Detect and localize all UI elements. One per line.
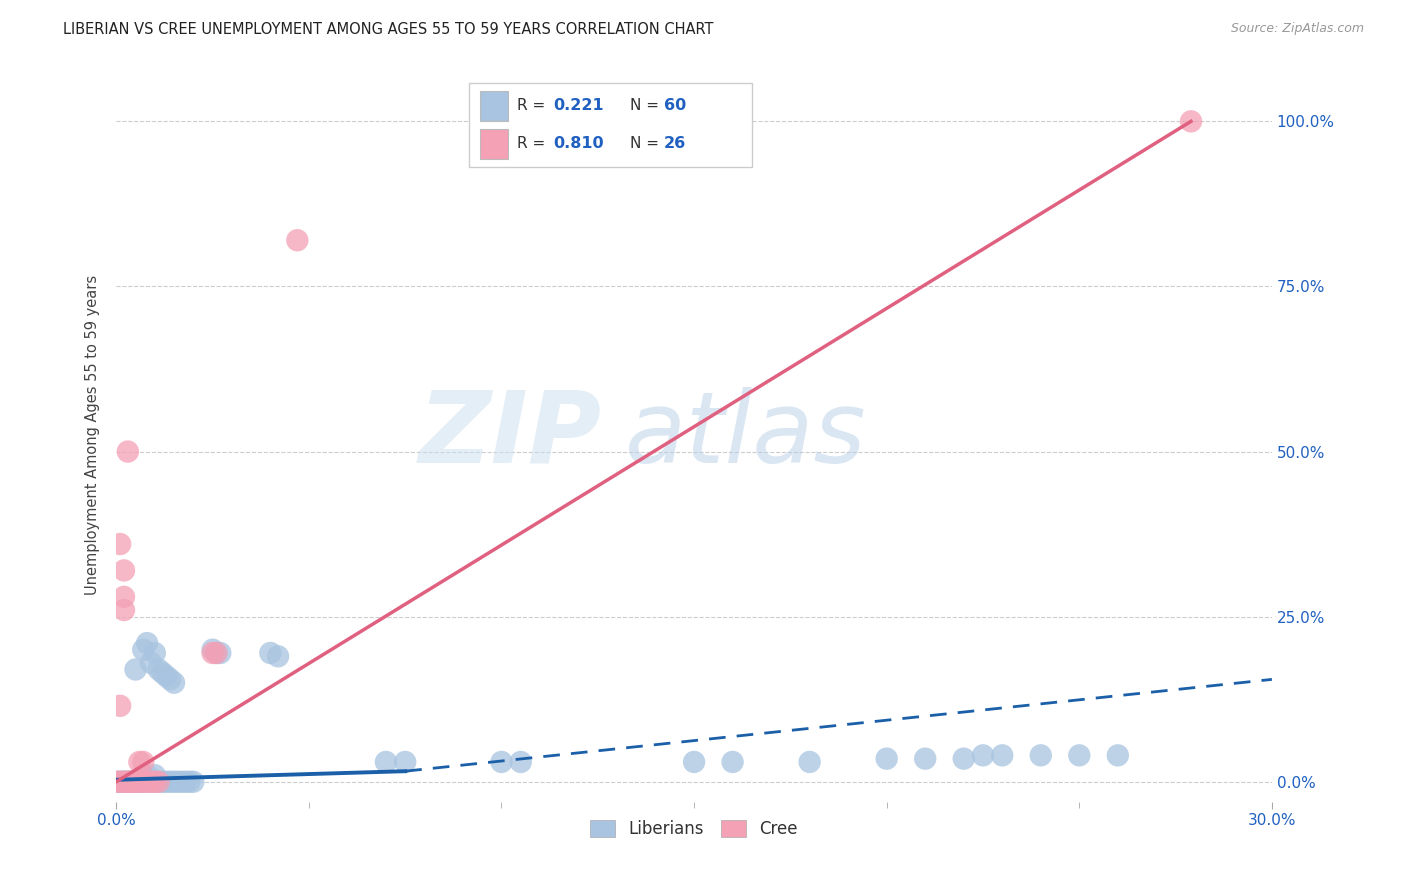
Y-axis label: Unemployment Among Ages 55 to 59 years: Unemployment Among Ages 55 to 59 years bbox=[86, 275, 100, 595]
Point bbox=[163, 774, 186, 789]
Point bbox=[108, 774, 131, 789]
Point bbox=[374, 755, 396, 769]
Point bbox=[179, 774, 201, 789]
Point bbox=[1069, 748, 1091, 763]
Point bbox=[143, 774, 166, 789]
Point bbox=[148, 774, 170, 789]
Point bbox=[152, 665, 174, 680]
Point bbox=[267, 649, 290, 664]
Point bbox=[155, 774, 177, 789]
Point bbox=[201, 646, 224, 660]
Text: LIBERIAN VS CREE UNEMPLOYMENT AMONG AGES 55 TO 59 YEARS CORRELATION CHART: LIBERIAN VS CREE UNEMPLOYMENT AMONG AGES… bbox=[63, 22, 714, 37]
Point bbox=[159, 774, 181, 789]
Point bbox=[128, 774, 150, 789]
Point bbox=[117, 774, 139, 789]
Point bbox=[128, 774, 150, 789]
Point bbox=[112, 603, 135, 617]
Point bbox=[132, 642, 155, 657]
Point bbox=[136, 768, 159, 782]
Point bbox=[155, 669, 177, 683]
Point bbox=[124, 774, 146, 789]
Point bbox=[152, 774, 174, 789]
Point bbox=[124, 774, 146, 789]
Point bbox=[139, 656, 162, 670]
Point bbox=[170, 774, 193, 789]
Point bbox=[491, 755, 513, 769]
Point bbox=[108, 537, 131, 551]
Point bbox=[259, 646, 281, 660]
Point bbox=[876, 752, 898, 766]
Point bbox=[1107, 748, 1129, 763]
Point bbox=[205, 646, 228, 660]
Point bbox=[163, 675, 186, 690]
Point bbox=[121, 774, 143, 789]
Point bbox=[139, 774, 162, 789]
Point bbox=[799, 755, 821, 769]
Point bbox=[285, 233, 308, 247]
Point bbox=[148, 774, 170, 789]
Point bbox=[972, 748, 994, 763]
Point bbox=[721, 755, 744, 769]
Point bbox=[136, 774, 159, 789]
Point bbox=[205, 646, 228, 660]
Point bbox=[108, 774, 131, 789]
Text: Source: ZipAtlas.com: Source: ZipAtlas.com bbox=[1230, 22, 1364, 36]
Point bbox=[112, 774, 135, 789]
Point bbox=[136, 774, 159, 789]
Point bbox=[105, 774, 128, 789]
Point bbox=[167, 774, 190, 789]
Point bbox=[112, 590, 135, 604]
Point bbox=[105, 774, 128, 789]
Point bbox=[1029, 748, 1052, 763]
Point bbox=[174, 774, 197, 789]
Point bbox=[143, 774, 166, 789]
Point bbox=[121, 774, 143, 789]
Point bbox=[143, 768, 166, 782]
Point bbox=[121, 774, 143, 789]
Point bbox=[132, 768, 155, 782]
Point bbox=[209, 646, 232, 660]
Point bbox=[683, 755, 706, 769]
Point bbox=[128, 774, 150, 789]
Point bbox=[132, 774, 155, 789]
Point bbox=[128, 755, 150, 769]
Point bbox=[108, 698, 131, 713]
Text: atlas: atlas bbox=[624, 386, 866, 483]
Point bbox=[117, 444, 139, 458]
Point bbox=[132, 774, 155, 789]
Point bbox=[117, 774, 139, 789]
Text: ZIP: ZIP bbox=[419, 386, 602, 483]
Point bbox=[124, 663, 146, 677]
Point bbox=[117, 774, 139, 789]
Point bbox=[159, 673, 181, 687]
Point bbox=[952, 752, 974, 766]
Point bbox=[132, 755, 155, 769]
Point bbox=[112, 774, 135, 789]
Legend: Liberians, Cree: Liberians, Cree bbox=[583, 813, 804, 845]
Point bbox=[991, 748, 1014, 763]
Point bbox=[124, 774, 146, 789]
Point bbox=[143, 646, 166, 660]
Point bbox=[112, 563, 135, 577]
Point bbox=[108, 774, 131, 789]
Point bbox=[181, 774, 204, 789]
Point bbox=[112, 774, 135, 789]
Point bbox=[509, 755, 531, 769]
Point bbox=[914, 752, 936, 766]
Point bbox=[121, 774, 143, 789]
Point bbox=[1180, 114, 1202, 128]
Point bbox=[394, 755, 416, 769]
Point bbox=[117, 774, 139, 789]
Point bbox=[136, 636, 159, 650]
Point bbox=[148, 663, 170, 677]
Point bbox=[139, 774, 162, 789]
Point bbox=[201, 642, 224, 657]
